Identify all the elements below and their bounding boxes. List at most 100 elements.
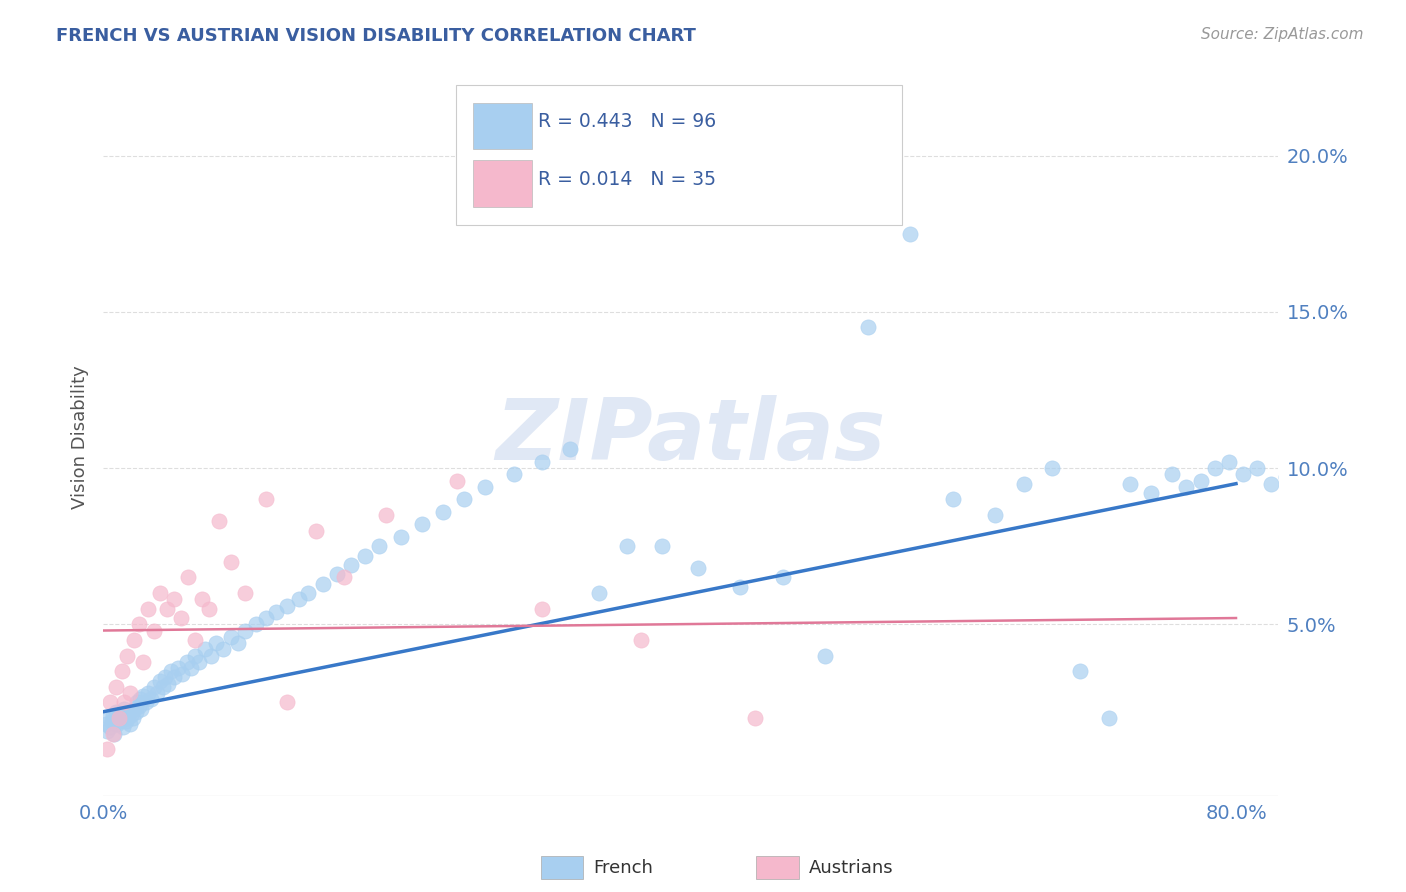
Point	[115, 648, 138, 663]
Point	[287, 592, 309, 607]
Point	[105, 717, 128, 731]
Point	[143, 680, 166, 694]
Point	[110, 707, 132, 722]
Text: ZIPatlas: ZIPatlas	[496, 395, 886, 478]
Point	[1218, 455, 1240, 469]
Text: R = 0.443   N = 96: R = 0.443 N = 96	[538, 112, 716, 131]
Point	[1260, 476, 1282, 491]
Point	[588, 586, 610, 600]
Point	[129, 692, 152, 706]
Point	[630, 632, 652, 647]
Point	[814, 648, 837, 663]
FancyBboxPatch shape	[474, 103, 531, 149]
Point	[432, 505, 454, 519]
Point	[276, 599, 298, 613]
Point	[219, 555, 242, 569]
Point	[198, 601, 221, 615]
Point	[212, 642, 235, 657]
Point	[120, 707, 142, 722]
Point	[340, 558, 363, 572]
FancyBboxPatch shape	[474, 160, 531, 207]
Point	[531, 455, 554, 469]
Point	[411, 517, 433, 532]
Point	[94, 717, 117, 731]
Point	[264, 605, 287, 619]
Point	[115, 711, 138, 725]
Point	[163, 592, 186, 607]
Point	[686, 561, 709, 575]
Point	[194, 642, 217, 657]
Point	[1140, 486, 1163, 500]
Point	[128, 617, 150, 632]
Point	[311, 576, 333, 591]
Point	[233, 586, 256, 600]
Point	[101, 707, 124, 722]
Point	[149, 586, 172, 600]
Point	[125, 705, 148, 719]
Point	[104, 705, 127, 719]
Text: FRENCH VS AUSTRIAN VISION DISABILITY CORRELATION CHART: FRENCH VS AUSTRIAN VISION DISABILITY COR…	[56, 27, 696, 45]
Point	[146, 686, 169, 700]
Point	[121, 711, 143, 725]
Point	[141, 692, 163, 706]
Point	[155, 670, 177, 684]
Point	[474, 480, 496, 494]
Point	[984, 508, 1007, 522]
Point	[1232, 467, 1254, 482]
Point	[200, 648, 222, 663]
Point	[107, 711, 129, 725]
Point	[160, 664, 183, 678]
Point	[110, 664, 132, 678]
Point	[157, 676, 180, 690]
Point	[297, 586, 319, 600]
Point	[112, 701, 135, 715]
Point	[942, 492, 965, 507]
Point	[389, 530, 412, 544]
Point	[856, 320, 879, 334]
Point	[226, 636, 249, 650]
Point	[124, 701, 146, 715]
Point	[149, 673, 172, 688]
Point	[1097, 711, 1119, 725]
Text: R = 0.014   N = 35: R = 0.014 N = 35	[538, 170, 716, 189]
Point	[1161, 467, 1184, 482]
Point	[124, 632, 146, 647]
Point	[560, 442, 582, 457]
Point	[1119, 476, 1142, 491]
Point	[118, 717, 141, 731]
Point	[117, 705, 139, 719]
Point	[276, 695, 298, 709]
Point	[254, 611, 277, 625]
Point	[100, 714, 122, 728]
Point	[453, 492, 475, 507]
Point	[127, 695, 149, 709]
Point	[616, 539, 638, 553]
Y-axis label: Vision Disability: Vision Disability	[72, 365, 89, 508]
Point	[138, 686, 160, 700]
Point	[333, 570, 356, 584]
Point	[375, 508, 398, 522]
Point	[898, 227, 921, 241]
Point	[152, 680, 174, 694]
Text: Source: ZipAtlas.com: Source: ZipAtlas.com	[1201, 27, 1364, 42]
Point	[1040, 461, 1063, 475]
Point	[188, 655, 211, 669]
Point	[177, 570, 200, 584]
Point	[132, 655, 155, 669]
Point	[1189, 474, 1212, 488]
Point	[118, 686, 141, 700]
Point	[163, 670, 186, 684]
Point	[103, 726, 125, 740]
Point	[772, 570, 794, 584]
FancyBboxPatch shape	[456, 85, 903, 225]
Point	[326, 567, 349, 582]
Text: French: French	[593, 859, 654, 877]
Point	[138, 601, 160, 615]
Point	[1069, 664, 1091, 678]
Point	[143, 624, 166, 638]
Point	[208, 514, 231, 528]
Point	[180, 661, 202, 675]
Text: Austrians: Austrians	[808, 859, 893, 877]
Point	[170, 611, 193, 625]
Point	[368, 539, 391, 553]
